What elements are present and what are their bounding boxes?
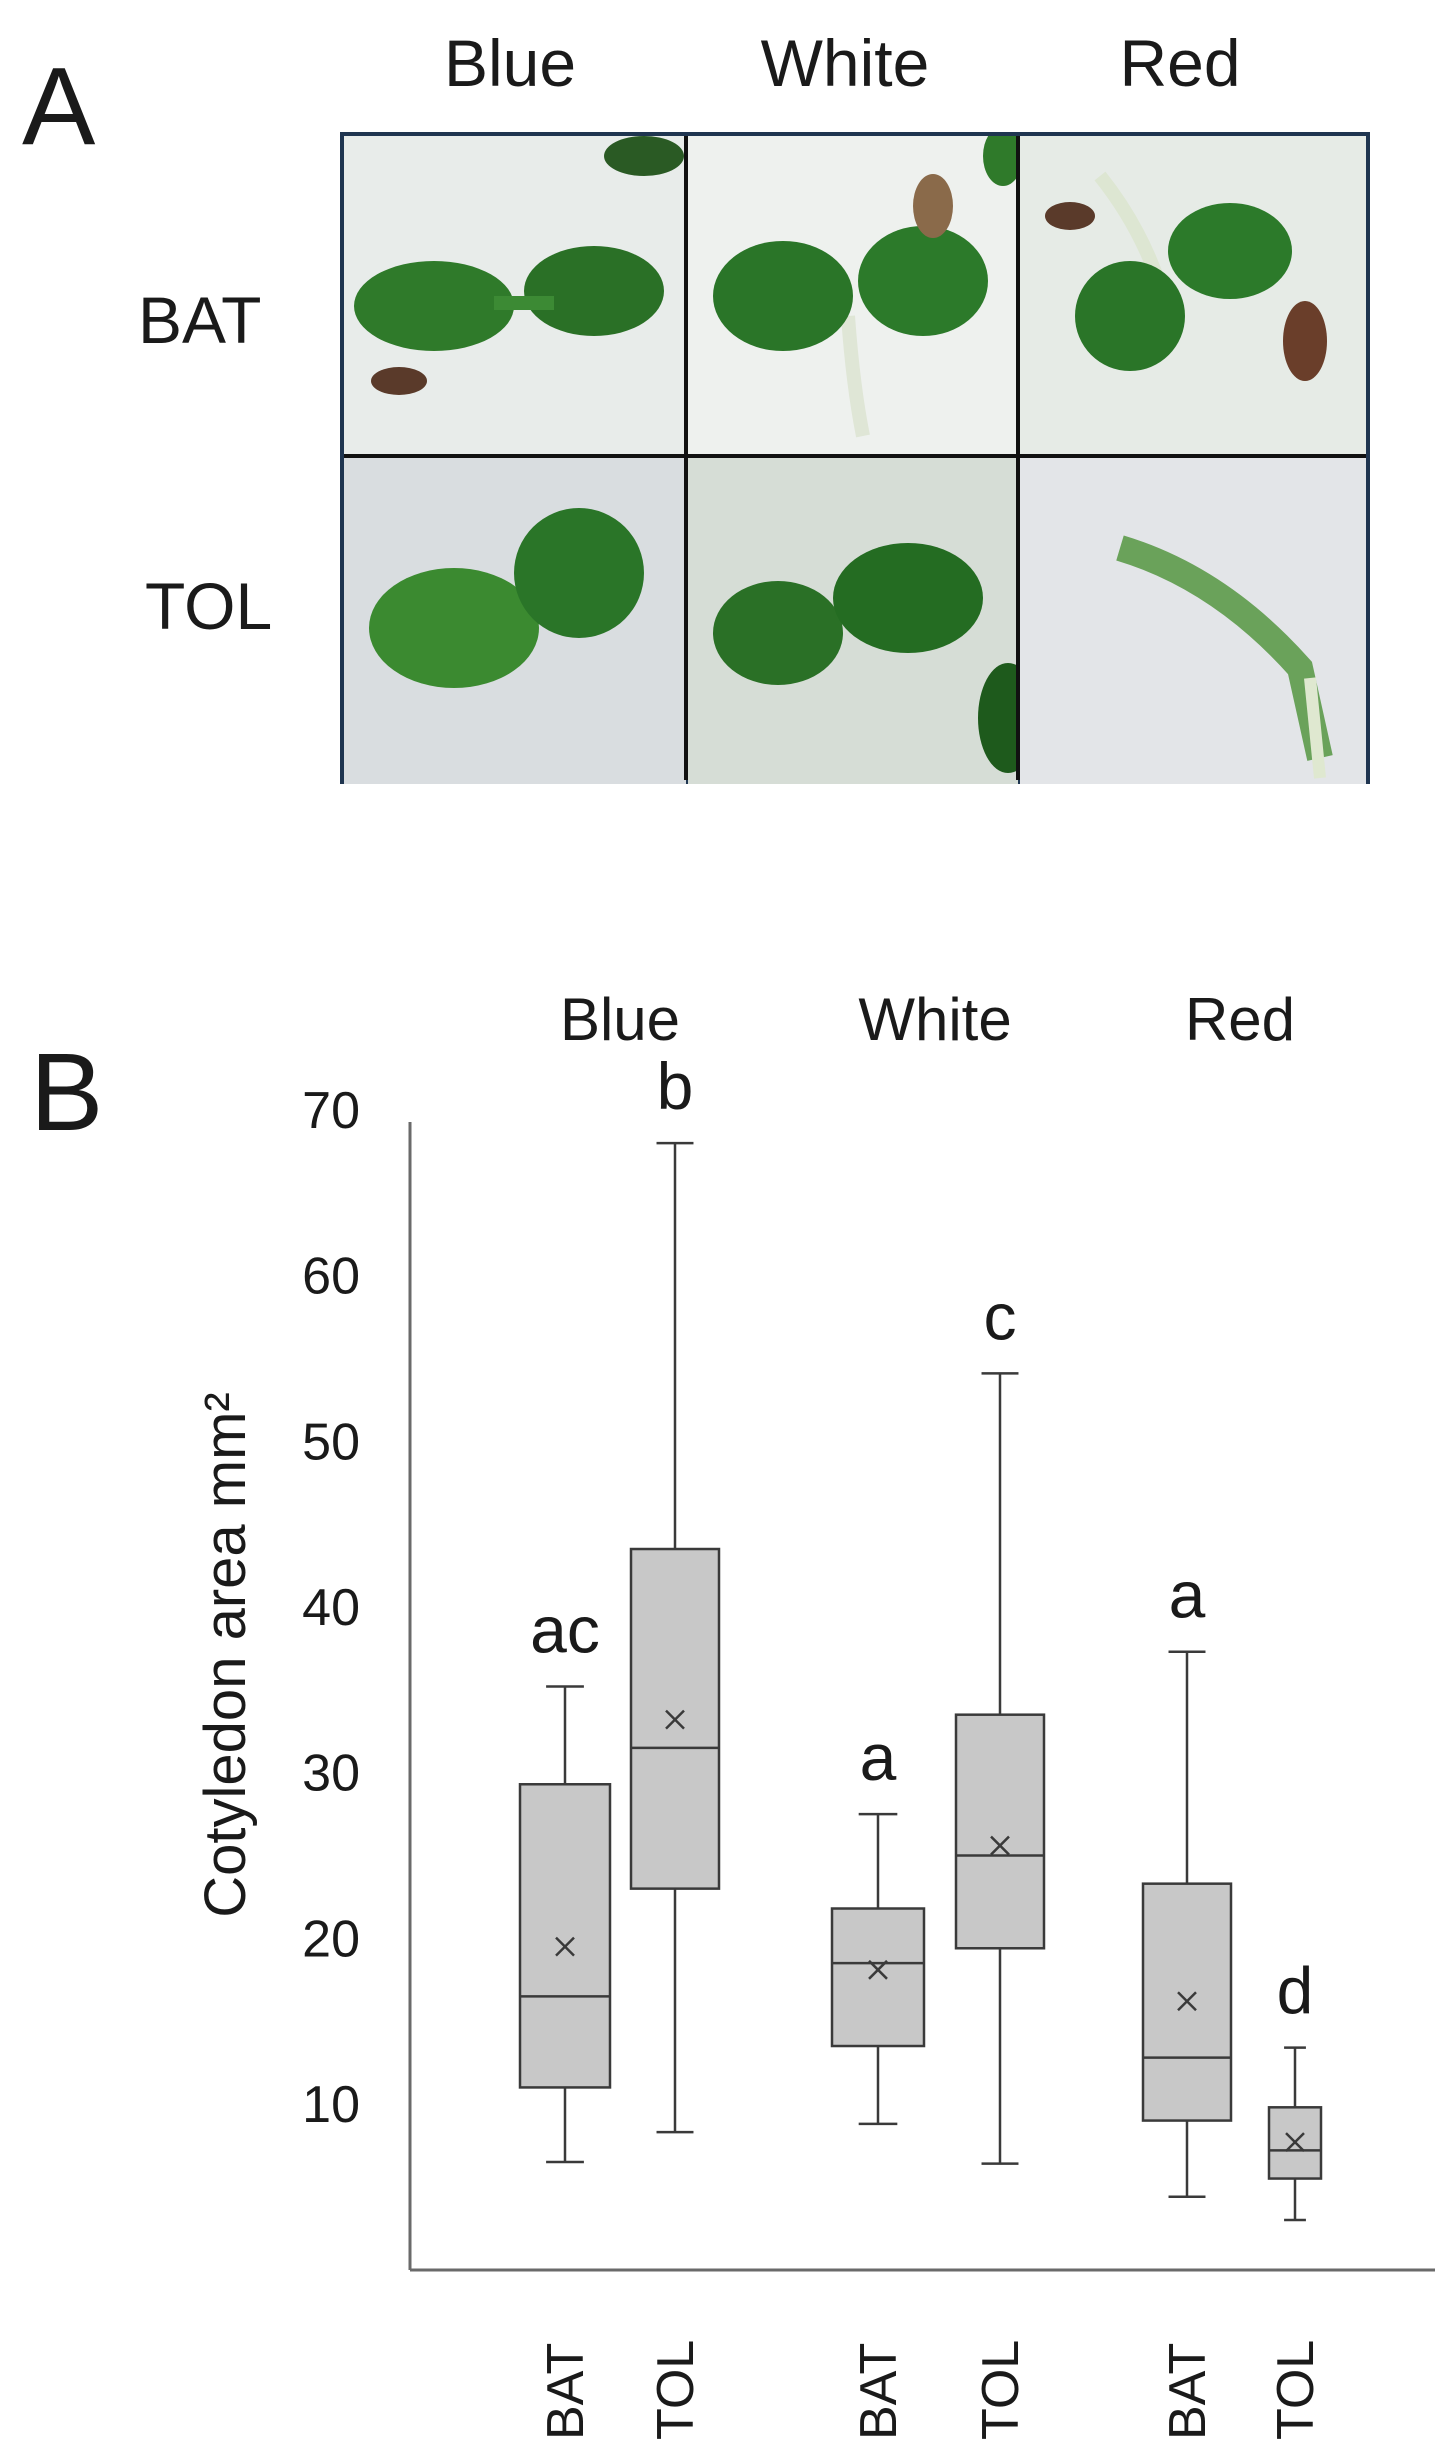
column-header-red: Red (1119, 26, 1241, 100)
x-tick-label: TOL (1267, 2340, 1325, 2440)
mean-marker (665, 1709, 685, 1730)
significance-letter: c (984, 1279, 1017, 1353)
seedling-image (1020, 136, 1366, 456)
seedling-image (1020, 458, 1366, 784)
seedling-photo-grid (340, 132, 1370, 784)
column-header-blue: Blue (443, 26, 577, 100)
significance-letter: a (860, 1720, 897, 1794)
panel-b-letter: B (30, 1031, 104, 1154)
significance-letter: b (657, 1049, 694, 1123)
group-label: Red (1185, 986, 1295, 1053)
seedling-image (688, 136, 1018, 456)
photo-bat-white (688, 136, 1018, 456)
x-tick-label: BAT (850, 2343, 908, 2440)
box-iqr (830, 1907, 926, 2048)
row-header-tol: TOL (145, 569, 273, 643)
x-tick-label: BAT (537, 2343, 595, 2440)
photo-bat-blue (344, 136, 686, 456)
group-label: Blue (560, 986, 680, 1053)
y-tick-label: 70 (302, 1082, 360, 1140)
seedling-image (344, 458, 686, 784)
y-tick-label: 50 (302, 1413, 360, 1471)
box-iqr (518, 1783, 612, 2089)
row-header-bat: BAT (138, 283, 262, 357)
grid-divider-vertical-1 (684, 136, 688, 780)
group-label: White (858, 986, 1011, 1053)
grid-divider-vertical-2 (1016, 136, 1020, 780)
y-tick-label: 30 (302, 1745, 360, 1803)
photo-bat-red (1020, 136, 1366, 456)
y-tick-label: 10 (302, 2076, 360, 2134)
x-tick-label: TOL (972, 2340, 1030, 2440)
significance-letter: a (1169, 1558, 1206, 1632)
seedling-image (688, 458, 1018, 784)
panel-a-letter: A (22, 45, 96, 168)
y-axis-label: Cotyledon area mm² (193, 1392, 258, 1917)
x-tick-label: BAT (1159, 2343, 1217, 2440)
mean-marker (868, 1959, 888, 1980)
y-tick-label: 20 (302, 1910, 360, 1968)
mean-marker (555, 1936, 575, 1957)
significance-letter: d (1277, 1954, 1314, 2028)
mean-marker (990, 1835, 1010, 1856)
photo-tol-white (688, 458, 1018, 784)
mean-marker (1285, 2132, 1305, 2152)
photo-tol-red (1020, 458, 1366, 784)
grid-divider-horizontal (344, 454, 1366, 458)
photo-tol-blue (344, 458, 686, 784)
box-iqr (954, 1713, 1046, 1950)
y-tick-label: 60 (302, 1248, 360, 1306)
y-tick-label: 40 (302, 1579, 360, 1637)
mean-marker (1177, 1991, 1197, 2012)
seedling-image (344, 136, 686, 456)
significance-letter: ac (530, 1593, 600, 1667)
x-tick-label: TOL (647, 2340, 705, 2440)
column-header-white: White (760, 26, 930, 100)
